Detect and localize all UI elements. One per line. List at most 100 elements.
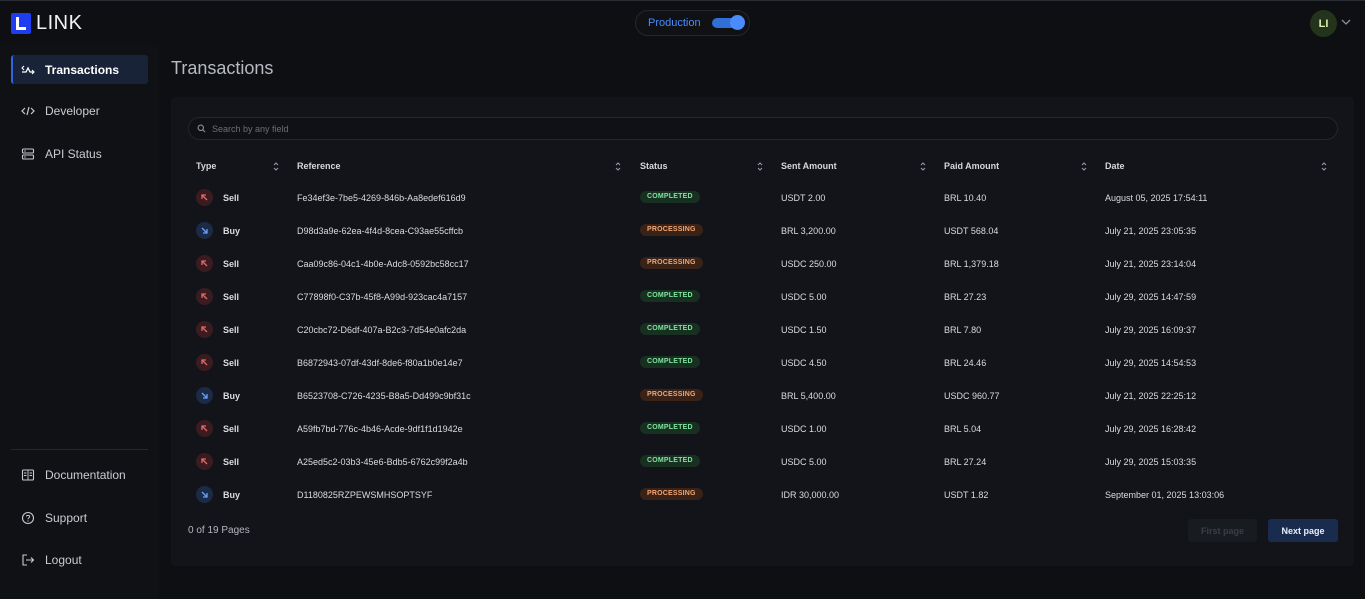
cell-date: July 29, 2025 15:03:35: [1105, 457, 1197, 467]
sidebar-item-developer[interactable]: Developer: [11, 96, 148, 125]
status-badge: PROCESSING: [640, 389, 703, 401]
cell-type: Sell: [223, 259, 240, 269]
search-bar[interactable]: [188, 117, 1338, 140]
sidebar-item-transactions[interactable]: Transactions: [11, 55, 148, 84]
cell-date: July 29, 2025 14:54:53: [1105, 358, 1197, 368]
buy-arrow-icon: [196, 387, 213, 404]
cell-sent-amount: USDC 250.00: [781, 259, 837, 269]
table-row[interactable]: Sell Caa09c86-04c1-4b0e-Adc8-0592bc58cc17…: [171, 248, 1354, 281]
sort-icon[interactable]: [272, 161, 280, 172]
cell-reference: D1180825RZPEWSMHSOPTSYF: [297, 490, 433, 500]
search-icon: [197, 124, 206, 133]
chevron-down-icon[interactable]: [1340, 16, 1352, 28]
transactions-icon: [21, 65, 35, 74]
logo-mark-icon: [11, 13, 31, 34]
sell-arrow-icon: [196, 255, 213, 272]
cell-sent-amount: USDC 1.00: [781, 424, 827, 434]
table-row[interactable]: Sell A59fb7bd-776c-4b46-Acde-9df1f1d1942e…: [171, 413, 1354, 446]
table-row[interactable]: Sell A25ed5c2-03b3-45e6-Bdb5-6762c99f2a4b…: [171, 446, 1354, 479]
status-badge: PROCESSING: [640, 488, 703, 500]
cell-sent-amount: USDT 2.00: [781, 193, 826, 203]
environment-switch[interactable]: [712, 15, 745, 30]
next-page-button[interactable]: Next page: [1268, 519, 1338, 542]
table-row[interactable]: Sell C20cbc72-D6df-407a-B2c3-7d54e0afc2da…: [171, 314, 1354, 347]
table-row[interactable]: Sell C77898f0-C37b-45f8-A99d-923cac4a7157…: [171, 281, 1354, 314]
status-badge: COMPLETED: [640, 323, 700, 335]
sidebar-item-label: Documentation: [45, 467, 126, 482]
sort-icon[interactable]: [1320, 161, 1328, 172]
status-badge: COMPLETED: [640, 290, 700, 302]
sort-icon[interactable]: [919, 161, 927, 172]
column-header-type[interactable]: Type: [196, 161, 217, 171]
cell-paid-amount: BRL 24.46: [944, 358, 987, 368]
cell-type: Sell: [223, 424, 240, 434]
arrow-down-right-icon: [201, 392, 208, 399]
sell-arrow-icon: [196, 354, 213, 371]
sidebar-item-documentation[interactable]: Documentation: [11, 460, 148, 489]
cell-reference: D98d3a9e-62ea-4f4d-8cea-C93ae55cffcb: [297, 226, 463, 236]
transactions-panel: Type Reference Status Sent Amount Paid A…: [171, 97, 1354, 566]
buy-arrow-icon: [196, 222, 213, 239]
cell-reference: Caa09c86-04c1-4b0e-Adc8-0592bc58cc17: [297, 259, 469, 269]
arrow-up-left-icon: [201, 260, 208, 267]
cell-date: July 21, 2025 22:25:12: [1105, 391, 1197, 401]
sidebar: Transactions Developer API Status Docume…: [0, 44, 159, 599]
cell-type: Sell: [223, 358, 240, 368]
sidebar-item-label: Developer: [45, 103, 100, 118]
top-bar: LINK Production LI: [0, 0, 1365, 44]
sort-icon[interactable]: [614, 161, 622, 172]
cell-reference: A59fb7bd-776c-4b46-Acde-9df1f1d1942e: [297, 424, 463, 434]
table-row[interactable]: Sell B6872943-07df-43df-8de6-f80a1b0e14e7…: [171, 347, 1354, 380]
cell-paid-amount: BRL 1,379.18: [944, 259, 999, 269]
column-header-status[interactable]: Status: [640, 161, 668, 171]
switch-knob: [730, 15, 745, 30]
cell-reference: Fe34ef3e-7be5-4269-846b-Aa8edef616d9: [297, 193, 466, 203]
arrow-up-left-icon: [201, 326, 208, 333]
arrow-up-left-icon: [201, 194, 208, 201]
status-badge: PROCESSING: [640, 257, 703, 269]
search-input[interactable]: [212, 123, 1312, 134]
arrow-up-left-icon: [201, 425, 208, 432]
logo-text: LINK: [36, 12, 83, 34]
cell-paid-amount: USDT 568.04: [944, 226, 999, 236]
sort-icon[interactable]: [756, 161, 764, 172]
table-row[interactable]: Buy D1180825RZPEWSMHSOPTSYF PROCESSING IDR …: [171, 479, 1354, 512]
cell-paid-amount: BRL 7.80: [944, 325, 982, 335]
buy-arrow-icon: [196, 486, 213, 503]
sidebar-item-api-status[interactable]: API Status: [11, 139, 148, 168]
column-header-sent-amount[interactable]: Sent Amount: [781, 161, 837, 171]
cell-date: September 01, 2025 13:03:06: [1105, 490, 1225, 500]
app-logo[interactable]: LINK: [11, 12, 82, 35]
logout-icon: [22, 553, 35, 566]
user-avatar[interactable]: LI: [1310, 10, 1337, 37]
cell-type: Buy: [223, 391, 241, 401]
cell-type: Sell: [223, 325, 240, 335]
arrow-down-right-icon: [201, 227, 208, 234]
table-row[interactable]: Sell Fe34ef3e-7be5-4269-846b-Aa8edef616d9…: [171, 182, 1354, 215]
cell-type: Buy: [223, 490, 241, 500]
sell-arrow-icon: [196, 321, 213, 338]
first-page-button[interactable]: First page: [1188, 519, 1257, 542]
cell-date: July 29, 2025 16:09:37: [1105, 325, 1197, 335]
cell-sent-amount: USDC 5.00: [781, 292, 827, 302]
cell-sent-amount: USDC 4.50: [781, 358, 827, 368]
table-row[interactable]: Buy B6523708-C726-4235-B8a5-Dd499c9bf31c P…: [171, 380, 1354, 413]
status-badge: PROCESSING: [640, 224, 703, 236]
sidebar-item-label: Transactions: [45, 62, 120, 77]
status-badge: COMPLETED: [640, 455, 700, 467]
column-header-paid-amount[interactable]: Paid Amount: [944, 161, 1000, 171]
cell-date: July 29, 2025 16:28:42: [1105, 424, 1197, 434]
cell-reference: B6872943-07df-43df-8de6-f80a1b0e14e7: [297, 358, 463, 368]
cell-reference: C77898f0-C37b-45f8-A99d-923cac4a7157: [297, 292, 468, 302]
cell-reference: C20cbc72-D6df-407a-B2c3-7d54e0afc2da: [297, 325, 467, 335]
column-header-date[interactable]: Date: [1105, 161, 1125, 171]
cell-date: August 05, 2025 17:54:11: [1105, 193, 1208, 203]
table-row[interactable]: Buy D98d3a9e-62ea-4f4d-8cea-C93ae55cffcb P…: [171, 215, 1354, 248]
column-header-reference[interactable]: Reference: [297, 161, 341, 171]
sidebar-item-support[interactable]: Support: [11, 503, 148, 532]
arrow-up-left-icon: [201, 359, 208, 366]
environment-toggle[interactable]: Production: [635, 10, 750, 36]
sort-icon[interactable]: [1080, 161, 1088, 172]
cell-sent-amount: BRL 3,200.00: [781, 226, 836, 236]
sidebar-item-logout[interactable]: Logout: [11, 545, 148, 574]
